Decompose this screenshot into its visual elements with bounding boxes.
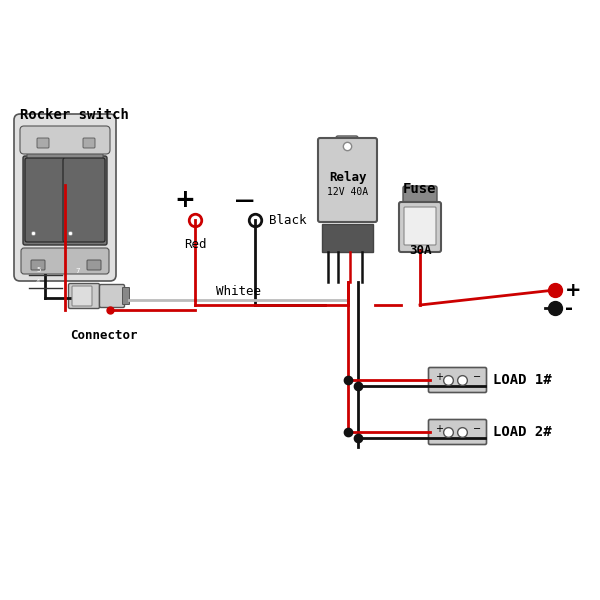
FancyBboxPatch shape [399,202,441,252]
FancyBboxPatch shape [322,224,373,252]
Text: 7: 7 [75,268,79,274]
Text: Connector: Connector [70,329,137,342]
FancyBboxPatch shape [72,286,92,306]
Text: Black: Black [269,214,307,226]
Text: 4: 4 [36,279,40,285]
FancyBboxPatch shape [37,138,49,148]
Text: Whitee: Whitee [215,285,260,298]
Text: −: − [473,424,481,434]
FancyBboxPatch shape [63,158,105,242]
FancyBboxPatch shape [318,138,377,222]
FancyBboxPatch shape [122,287,130,304]
FancyBboxPatch shape [25,158,65,242]
Text: Fuse: Fuse [403,182,437,196]
Text: Rocker switch: Rocker switch [20,108,129,122]
Text: 5: 5 [36,267,40,273]
Text: 30A: 30A [409,245,431,257]
Text: −: − [473,372,481,382]
FancyBboxPatch shape [428,367,487,392]
FancyBboxPatch shape [404,207,436,245]
FancyBboxPatch shape [14,114,116,281]
Text: -: - [565,298,573,317]
FancyBboxPatch shape [20,126,110,154]
FancyBboxPatch shape [68,283,100,308]
Text: —: — [235,191,254,209]
FancyBboxPatch shape [428,419,487,445]
FancyBboxPatch shape [336,136,358,156]
Text: 12V 40A: 12V 40A [327,187,368,197]
Text: LOAD 2#: LOAD 2# [493,425,551,439]
FancyBboxPatch shape [27,153,103,171]
FancyBboxPatch shape [31,260,45,270]
Text: +: + [565,280,581,299]
Text: +: + [435,424,443,434]
Text: Relay: Relay [329,172,366,185]
FancyBboxPatch shape [100,284,125,307]
Text: 1: 1 [36,297,41,303]
Text: Red: Red [184,238,206,251]
Text: LOAD 1#: LOAD 1# [493,373,551,387]
FancyBboxPatch shape [403,186,437,204]
Text: +: + [435,372,443,382]
FancyBboxPatch shape [87,260,101,270]
FancyBboxPatch shape [23,156,107,245]
FancyBboxPatch shape [21,248,109,274]
Text: +: + [175,188,196,212]
FancyBboxPatch shape [83,138,95,148]
